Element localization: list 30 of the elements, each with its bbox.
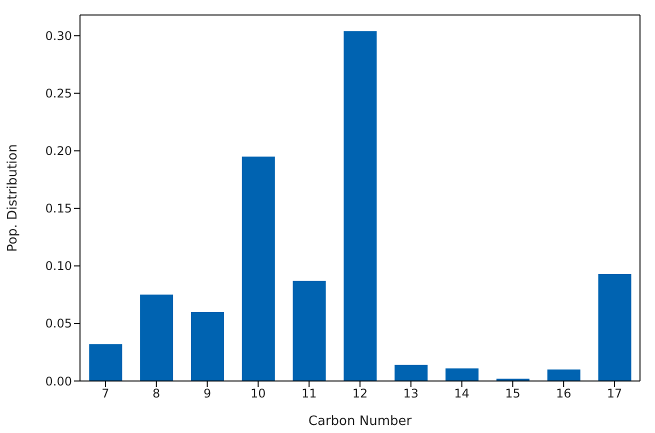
bar [140, 294, 174, 381]
bar [344, 31, 377, 381]
y-tick-label: 0.00 [45, 374, 72, 388]
x-tick-label: 16 [556, 386, 572, 401]
y-tick-label: 0.25 [45, 86, 72, 101]
bar [89, 344, 122, 381]
x-axis-title: Carbon Number [308, 414, 412, 429]
x-tick-label: 12 [352, 386, 368, 401]
y-tick-label: 0.20 [45, 144, 72, 158]
bar [292, 280, 326, 381]
y-tick-label: 0.10 [45, 259, 72, 274]
x-tick-label: 14 [454, 386, 470, 401]
x-tick-label: 15 [505, 386, 520, 401]
x-tick-label: 7 [102, 386, 110, 401]
x-tick-label: 13 [403, 386, 419, 401]
y-tick-label: 0.15 [45, 202, 72, 216]
y-tick-label: 0.30 [45, 28, 72, 43]
bar [394, 364, 428, 381]
x-tick-label: 8 [152, 386, 160, 401]
x-tick-label: 10 [250, 386, 266, 401]
y-axis-title: Pop. Distribution [6, 144, 21, 252]
x-tick-label: 17 [606, 386, 622, 401]
bar [446, 368, 479, 381]
y-tick-label: 0.05 [45, 316, 72, 331]
bar [547, 369, 580, 381]
x-tick-label: 9 [203, 386, 212, 401]
x-tick-label: 11 [301, 386, 317, 401]
bar [598, 274, 632, 381]
bar [190, 312, 224, 381]
bar [242, 156, 275, 381]
